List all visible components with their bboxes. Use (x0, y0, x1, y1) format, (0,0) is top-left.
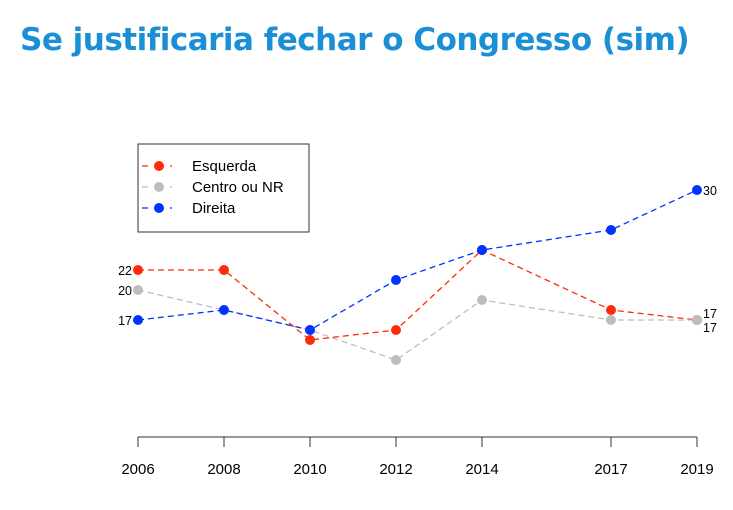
x-tick-label: 2019 (680, 461, 713, 478)
legend: Esquerda Centro ou NR Direita (137, 143, 310, 233)
x-tick-label: 2017 (594, 461, 627, 478)
data-point-direita (305, 325, 315, 335)
data-point-centro-ou-nr (133, 285, 143, 295)
data-label-first: 20 (118, 284, 132, 298)
chart-title: Se justificaria fechar o Congresso (sim) (20, 22, 690, 58)
data-point-direita (133, 315, 143, 325)
data-point-esquerda (305, 335, 315, 345)
x-tick-label: 2006 (121, 461, 154, 478)
data-point-direita (606, 225, 616, 235)
data-point-centro-ou-nr (606, 315, 616, 325)
data-point-esquerda (219, 265, 229, 275)
legend-marker-centro-ou-nr (154, 182, 164, 192)
x-tick-label: 2008 (207, 461, 240, 478)
data-point-centro-ou-nr (692, 315, 702, 325)
data-label-first: 22 (118, 264, 132, 278)
series-line-esquerda (138, 249, 698, 341)
data-point-centro-ou-nr (391, 355, 401, 365)
x-tick-label: 2012 (379, 461, 412, 478)
legend-label-centro-ou-nr: Centro ou NR (192, 179, 284, 196)
data-point-direita (219, 305, 229, 315)
x-tick-label: 2010 (293, 461, 326, 478)
data-point-direita (391, 275, 401, 285)
legend-marker-direita (154, 203, 164, 213)
data-label-first: 17 (118, 314, 132, 328)
series-points (133, 185, 702, 365)
legend-label-direita: Direita (192, 200, 236, 217)
data-label-last: 17 (703, 321, 717, 335)
x-tick-label: 2014 (465, 461, 498, 478)
x-axis: 2006 2008 2010 2012 2014 2017 2019 (121, 436, 714, 478)
data-point-esquerda (606, 305, 616, 315)
data-point-direita (477, 245, 487, 255)
data-label-last: 17 (703, 307, 717, 321)
data-label-last: 30 (703, 184, 717, 198)
legend-label-esquerda: Esquerda (192, 158, 257, 175)
series-line-centro-ou-nr (137, 289, 697, 361)
legend-marker-esquerda (154, 161, 164, 171)
data-point-esquerda (133, 265, 143, 275)
data-point-direita (692, 185, 702, 195)
data-point-centro-ou-nr (477, 295, 487, 305)
legend-box (137, 143, 310, 233)
data-point-esquerda (391, 325, 401, 335)
